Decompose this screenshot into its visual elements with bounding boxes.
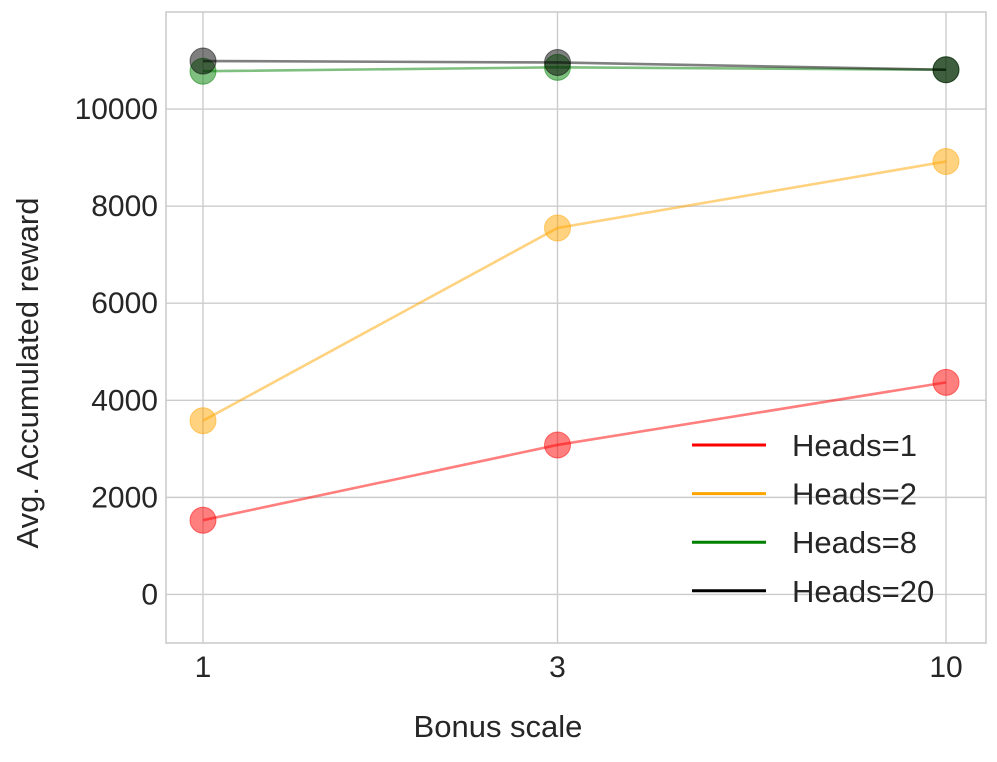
plot-frame xyxy=(165,11,987,644)
x-axis-title: Bonus scale xyxy=(414,709,583,744)
data-point xyxy=(932,147,960,175)
y-tick-label: 2000 xyxy=(91,481,158,514)
series-group xyxy=(189,47,960,84)
y-tick-label: 6000 xyxy=(91,287,158,320)
y-tick-labels: 0 2000 4000 6000 8000 10000 xyxy=(75,93,158,611)
y-tick-label: 8000 xyxy=(91,190,158,223)
data-point xyxy=(189,47,217,75)
x-tick-labels: 1 3 10 xyxy=(195,651,963,684)
x-tick-label: 1 xyxy=(195,651,212,684)
data-point xyxy=(932,56,960,84)
data-point xyxy=(544,431,572,459)
legend-label: Heads=8 xyxy=(792,525,917,560)
legend-entry: Heads=2 xyxy=(692,477,917,512)
series-group xyxy=(189,147,960,435)
series-group xyxy=(189,368,960,534)
data-point xyxy=(189,407,217,435)
data-point xyxy=(932,368,960,396)
legend-label: Heads=2 xyxy=(792,477,917,512)
legend-entry: Heads=20 xyxy=(692,574,934,609)
data-point xyxy=(544,48,572,76)
legend-label: Heads=1 xyxy=(792,428,917,463)
y-axis-title: Avg. Accumulated reward xyxy=(10,198,45,549)
x-tick-label: 10 xyxy=(929,651,962,684)
plot-background xyxy=(166,12,986,643)
grid-layer xyxy=(166,12,986,643)
data-point xyxy=(544,214,572,242)
y-tick-label: 10000 xyxy=(75,93,158,126)
y-tick-label: 4000 xyxy=(91,384,158,417)
data-point xyxy=(189,506,217,534)
legend-entry: Heads=1 xyxy=(692,428,917,463)
legend-entry: Heads=8 xyxy=(692,525,917,560)
legend: Heads=1 Heads=2 Heads=8 Heads=20 xyxy=(692,428,934,609)
series-layer xyxy=(189,47,960,534)
x-tick-label: 3 xyxy=(549,651,566,684)
legend-label: Heads=20 xyxy=(792,574,934,609)
y-tick-label: 0 xyxy=(141,578,158,611)
